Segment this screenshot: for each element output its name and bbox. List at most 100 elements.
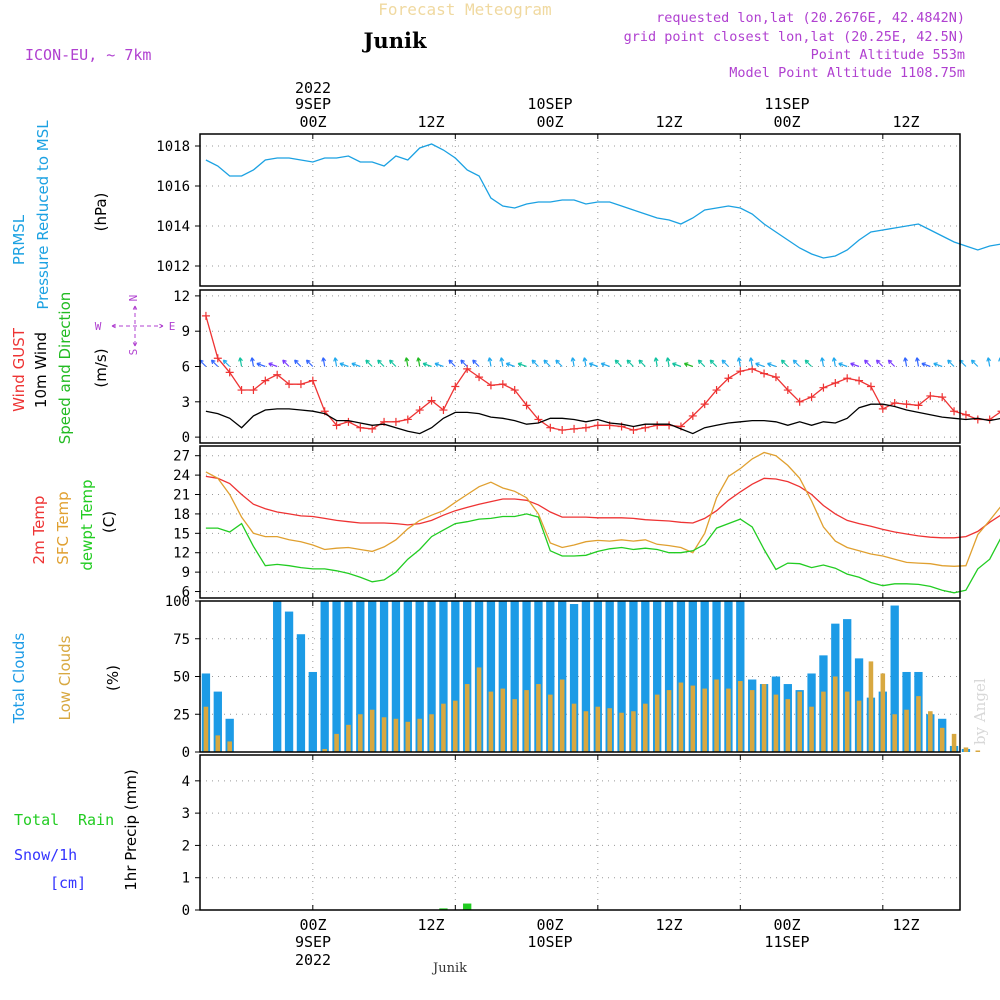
bar-total-clouds	[356, 601, 365, 752]
gust-point-marker	[427, 396, 436, 405]
y-tick-label: 4	[182, 774, 190, 790]
bottom-12z-2: 12Z	[655, 916, 682, 934]
wind-direction-arrow	[268, 362, 278, 368]
panel-3: 0 25 50 75 100	[165, 594, 981, 761]
y-tick-label: 100	[165, 594, 190, 610]
y-tick-label: 0	[182, 745, 190, 761]
top-day-3: 11SEP	[764, 95, 809, 113]
y-tick-label: 12	[173, 289, 190, 305]
wind-direction-arrow	[238, 357, 243, 367]
wind-direction-arrow	[683, 362, 694, 368]
requested-coords: requested lon,lat (20.2676E, 42.4842N)	[656, 10, 965, 26]
gust-point-marker	[961, 410, 970, 419]
bar-total-clouds	[676, 601, 686, 752]
top-time-axis: 2022 9SEP 00Z 12Z 10SEP 00Z 12Z 11SEP 00…	[295, 79, 920, 131]
wind-direction-arrow	[321, 357, 327, 367]
panel-bg	[200, 446, 960, 598]
point-altitude: Point Altitude 553m	[811, 47, 965, 63]
bar-low-clouds	[821, 691, 826, 752]
gust-point-marker	[225, 368, 234, 377]
bar-low-clouds	[381, 717, 387, 752]
wind-direction-arrow	[555, 359, 563, 367]
bar-low-clouds	[939, 727, 945, 752]
panel-bg	[200, 134, 960, 286]
bar-total-clouds	[415, 601, 424, 752]
bar-low-clouds	[619, 712, 624, 752]
gust-point-marker	[926, 391, 935, 400]
cloud-unit: (%)	[104, 665, 122, 691]
precip-unit: 1hr Precip (mm)	[122, 769, 140, 890]
precip-label-snow: Snow/1h	[14, 846, 77, 864]
compass-icon	[111, 305, 164, 347]
gust-point-marker	[475, 373, 484, 382]
bar-low-clouds	[714, 679, 719, 752]
gust-point-marker	[285, 380, 294, 389]
pressure-unit: (hPa)	[92, 193, 110, 232]
wind-direction-arrow	[543, 359, 551, 367]
bar-low-clouds	[833, 676, 838, 752]
wind-direction-arrow	[653, 357, 659, 367]
bar-low-clouds	[963, 747, 969, 752]
wind-direction-arrow	[736, 357, 742, 367]
wind-direction-arrow	[820, 357, 825, 367]
panel-frame	[199, 600, 961, 753]
top-day-1: 9SEP	[295, 95, 331, 113]
bar-low-clouds	[334, 733, 339, 752]
top-day-2: 10SEP	[527, 95, 572, 113]
bar-total-clouds	[439, 601, 448, 752]
top-year: 2022	[295, 79, 331, 97]
gust-point-marker	[641, 423, 650, 432]
wind-direction-arrow	[838, 362, 848, 368]
precip-label-cm: [cm]	[50, 874, 86, 892]
chart-title: Forecast Meteogram	[378, 0, 551, 19]
wind-direction-arrow	[282, 359, 290, 367]
bar-total-clouds	[581, 601, 591, 752]
bar-total-clouds	[664, 601, 674, 752]
bar-total-clouds	[498, 601, 507, 752]
bar-total-clouds	[273, 601, 282, 752]
bar-low-clouds	[726, 688, 731, 752]
model-label: ICON-EU, ~ 7km	[25, 46, 151, 64]
y-tick-label: 1018	[156, 139, 190, 155]
location-title: Junik	[362, 28, 427, 53]
bar-low-clouds	[488, 691, 494, 752]
plot-panels: 1012101410161018036912691215182124270255…	[156, 133, 1000, 919]
gust-point-marker	[807, 393, 816, 402]
wind-direction-arrow	[517, 362, 527, 368]
gust-point-marker	[201, 311, 210, 320]
gust-point-marker	[451, 382, 460, 391]
wind-direction-arrow	[709, 359, 717, 367]
gust-point-marker	[938, 393, 947, 402]
y-tick-label: 2	[182, 838, 190, 854]
bar-total-clouds	[712, 601, 721, 752]
bar-low-clouds	[227, 741, 232, 752]
temp-label-2: SFC Temp	[54, 491, 72, 564]
gust-point-marker	[653, 421, 662, 430]
bottom-time-axis: 00Z 9SEP 2022 12Z 00Z 10SEP 12Z 00Z 11SE…	[295, 916, 920, 976]
bar-total-clouds	[451, 601, 460, 752]
gust-point-marker	[368, 424, 377, 433]
y-tick-label: 12	[173, 546, 190, 562]
bar-total-clouds	[546, 601, 555, 752]
bar-low-clouds	[536, 684, 541, 752]
bar-low-clouds	[464, 684, 470, 752]
gust-point-marker	[570, 424, 579, 433]
panel-frame	[199, 133, 961, 287]
bar-low-clouds	[453, 700, 458, 752]
bar-total-clouds	[344, 601, 353, 752]
bar-low-clouds	[500, 688, 506, 752]
bar-low-clouds	[761, 684, 767, 752]
wind-direction-arrow	[665, 357, 671, 367]
bar-low-clouds	[880, 673, 886, 752]
bar-low-clouds	[904, 709, 909, 752]
bar-low-clouds	[844, 691, 850, 752]
bar-low-clouds	[809, 706, 814, 752]
bar-total-clouds	[284, 611, 294, 752]
y-tick-label: 6	[182, 360, 190, 376]
gust-point-marker	[688, 411, 697, 420]
wind-direction-arrow	[780, 359, 789, 367]
y-tick-label: 1014	[156, 219, 190, 235]
wind-direction-arrow	[614, 359, 622, 367]
gust-point-marker	[819, 383, 828, 392]
